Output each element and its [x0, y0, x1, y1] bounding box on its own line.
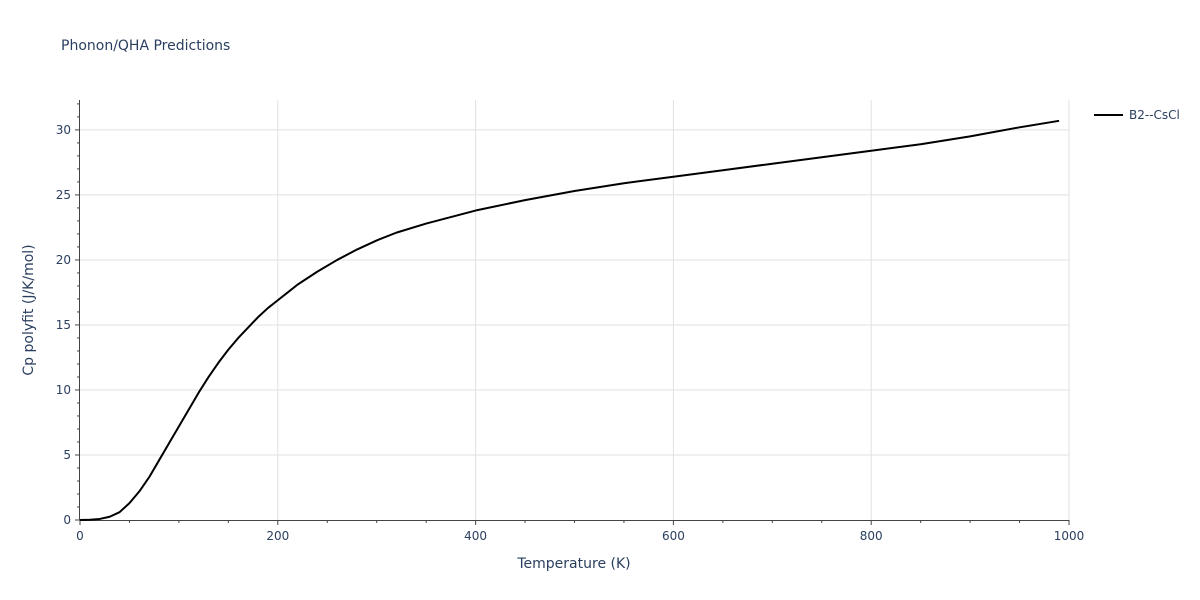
- x-tick-label: 1000: [1054, 529, 1085, 543]
- y-tick-label: 25: [56, 188, 71, 202]
- grid: [80, 100, 1070, 520]
- x-axis-title: Temperature (K): [516, 556, 630, 572]
- y-tick-label: 15: [56, 318, 71, 332]
- y-tick-label: 5: [63, 448, 71, 462]
- legend-item[interactable]: B2--CsCl: [1094, 108, 1180, 122]
- y-tick-label: 20: [56, 253, 71, 267]
- series-layer: [79, 119, 1060, 521]
- chart-title: Phonon/QHA Predictions: [61, 38, 230, 54]
- series-line-b2-cscl: [79, 119, 1060, 521]
- y-tick-label: 30: [56, 123, 71, 137]
- x-tick-label: 200: [266, 529, 289, 543]
- x-tick-label: 600: [662, 529, 685, 543]
- y-tick-label: 0: [63, 513, 71, 527]
- y-axis-title: Cp polyfit (J/K/mol): [21, 244, 37, 375]
- x-tick-label: 0: [76, 529, 84, 543]
- x-tick-label: 400: [464, 529, 487, 543]
- x-tick-label: 800: [860, 529, 883, 543]
- legend[interactable]: B2--CsCl: [1094, 108, 1180, 122]
- y-tick-label: 10: [56, 383, 71, 397]
- legend-label: B2--CsCl: [1129, 108, 1180, 122]
- axes: [79, 100, 1069, 521]
- ticks: 0 200 400 600 800 1000 0 5 10 15 20 25 30: [56, 103, 1085, 543]
